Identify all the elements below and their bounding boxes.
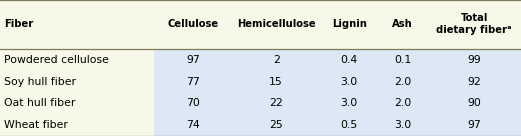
Text: 2.0: 2.0 [394,77,411,87]
Text: 15: 15 [269,77,283,87]
Text: 99: 99 [467,55,481,65]
Text: Soy hull fiber: Soy hull fiber [4,77,76,87]
Text: Oat hull fiber: Oat hull fiber [4,98,76,108]
Text: 3.0: 3.0 [340,77,358,87]
Text: 22: 22 [269,98,283,108]
Text: Total
dietary fiberᵃ: Total dietary fiberᵃ [437,13,512,35]
Bar [0,0,521,49]
Text: 0.5: 0.5 [340,120,358,130]
Text: 70: 70 [186,98,200,108]
Bar [0,49,154,71]
Text: 2: 2 [272,55,280,65]
Bar [154,92,521,114]
Text: 25: 25 [269,120,283,130]
Text: Wheat fiber: Wheat fiber [4,120,68,130]
Text: 97: 97 [186,55,200,65]
Text: 3.0: 3.0 [394,120,411,130]
Bar [0,92,154,114]
Text: Lignin: Lignin [332,19,366,30]
Bar [154,71,521,92]
Text: Cellulose: Cellulose [167,19,218,30]
Text: 77: 77 [186,77,200,87]
Text: 0.4: 0.4 [340,55,358,65]
Text: Fiber: Fiber [4,19,33,30]
Text: 2.0: 2.0 [394,98,411,108]
Text: 3.0: 3.0 [340,98,358,108]
Text: Hemicellulose: Hemicellulose [237,19,315,30]
Bar [0,71,154,92]
Bar [154,114,521,136]
Bar [0,114,154,136]
Text: Ash: Ash [392,19,413,30]
Text: 0.1: 0.1 [394,55,411,65]
Text: 74: 74 [186,120,200,130]
Text: 92: 92 [467,77,481,87]
Text: Powdered cellulose: Powdered cellulose [4,55,109,65]
Text: 97: 97 [467,120,481,130]
Bar [154,49,521,71]
Text: 90: 90 [467,98,481,108]
